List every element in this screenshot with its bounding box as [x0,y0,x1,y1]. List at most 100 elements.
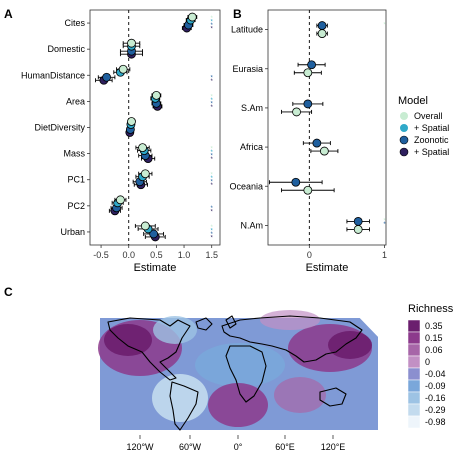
significance-marker: * [211,20,214,26]
estimate-point [353,225,363,234]
significance-marker: * [211,94,214,100]
significance-marker: * [211,173,214,179]
estimate-point [151,90,161,100]
panel-label-a: A [4,7,13,21]
richness-label: 0.35 [425,321,443,331]
estimate-point [303,68,313,78]
significance-marker: * [211,27,214,33]
estimate-point [127,38,136,48]
panel-c-map: 120°W 60°W 0° 60°E 120°E [91,297,381,452]
significance-marker: * [211,23,214,29]
significance-marker: * [211,235,214,241]
y-tick-label: Mass [63,149,85,159]
y-tick-label: Cites [64,18,85,28]
significance-marker: * [211,183,214,189]
richness-label: 0 [425,357,430,367]
richness-legend: Richness 0.35 0.15 0.06 0 -0.04 -0.09 -0.16 -0.… [407,303,454,429]
x-tick-label: 0.0 [122,250,135,260]
richness-swatch [407,367,421,381]
map-axis-ticks: 120°W 60°W 0° 60°E 120°E [126,435,345,452]
richness-label: -0.04 [425,369,446,379]
map-x-tick-label: 120°W [126,442,154,452]
significance-marker: * [211,209,214,215]
significance-marker: * [211,232,214,238]
y-tick-label: HumanDistance [21,70,85,80]
y-tick-label: PC1 [67,175,85,185]
estimate-point [140,169,150,179]
estimate-point [292,107,301,117]
richness-label: -0.09 [425,381,446,391]
significance-marker: * [211,206,214,212]
y-tick-label: Oceania [229,181,263,191]
richness-legend-title: Richness [408,303,454,315]
significance-marker: * [211,176,214,182]
model-legend: Model Overall + Spatial Zoonotic + Spatial [398,95,449,157]
map-x-tick-label: 60°E [275,442,295,452]
y-tick-label: Area [66,96,85,106]
significance-marker: * [211,228,214,234]
map-surface [91,297,381,435]
continent-outlines [107,315,363,431]
estimate-point [303,185,313,195]
y-tick-label: N.Am [241,220,264,230]
panel-b-xlabel: Estimate [306,262,349,274]
legend-title: Model [398,95,428,107]
estimate-point [317,21,327,30]
significance-marker: * [383,218,386,224]
map-x-tick-label: 0° [234,442,243,452]
estimate-point [312,138,322,148]
estimate-point [317,29,327,38]
significance-marker: * [383,222,386,228]
x-tick-label: 0.5 [150,250,163,260]
significance-marker: * [211,98,214,104]
significance-marker: * [211,16,214,22]
legend-items: Overall + Spatial Zoonotic + Spatial [399,111,449,157]
richness-label: -0.98 [425,417,446,427]
richness-label: 0.15 [425,333,443,343]
richness-label: 0.06 [425,345,443,355]
legend-key [400,124,408,132]
richness-swatch [407,319,421,333]
y-tick-label: DietDiversity [34,123,85,133]
richness-swatch [407,415,421,429]
significance-marker: * [211,180,214,186]
x-tick-label: 0 [307,250,312,260]
estimate-point [127,117,136,126]
map-x-tick-label: 120°E [321,442,346,452]
estimate-point [149,229,159,239]
legend-label: + Spatial [414,147,449,157]
x-tick-label: 1 [382,250,387,260]
y-tick-label: Urban [60,227,85,237]
panel-label-c: C [4,285,13,299]
panel-a-plot-area [89,9,221,246]
richness-label: -0.16 [425,393,446,403]
legend-label: Overall [414,111,443,121]
legend-label: Zoonotic [414,135,449,145]
richness-swatch [407,379,421,393]
significance-marker: * [383,23,386,29]
significance-marker: * [211,101,214,107]
estimate-point [307,60,316,70]
x-tick-label: -0.5 [93,250,109,260]
estimate-point [138,143,147,153]
significance-marker: * [211,150,214,156]
richness-legend-items: 0.35 0.15 0.06 0 -0.04 -0.09 -0.16 -0.29 -0.98 [407,319,446,429]
panel-b-marks: 0 1 Latitude * Eurasia S.Am Africa Oceania N.Am *… [229,10,387,260]
significance-marker: * [211,79,214,85]
significance-marker: * [211,105,214,111]
richness-label: -0.29 [425,405,446,415]
x-tick-label: 1.5 [205,250,218,260]
estimate-point [102,72,111,82]
y-tick-label: PC2 [67,201,85,211]
estimate-point [116,195,125,205]
estimate-point [291,177,301,187]
y-tick-label: S.Am [241,103,263,113]
map-x-tick-label: 60°W [179,442,202,452]
y-tick-label: Latitude [231,25,263,35]
richness-swatch [407,331,421,345]
estimate-point [140,221,150,231]
richness-swatch [407,391,421,405]
